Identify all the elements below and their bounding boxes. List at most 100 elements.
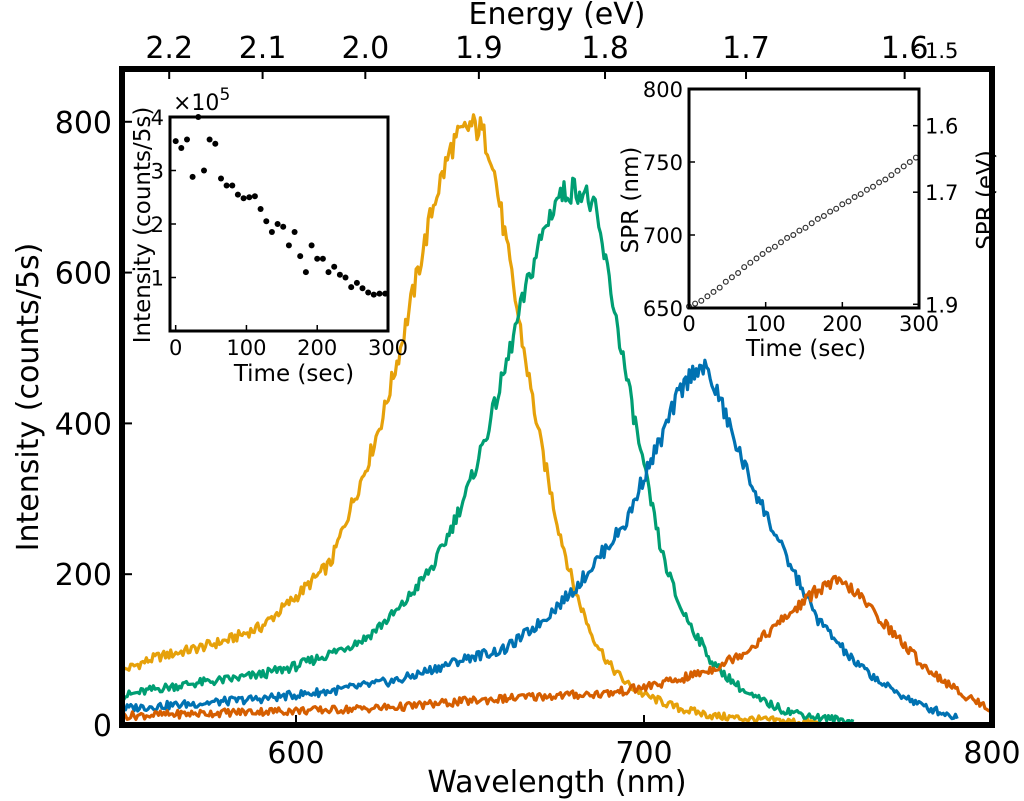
- inset-intensity: 0 100 200 300 1 2 3 4 ×105 Time (sec) Intensity…: [130, 85, 408, 387]
- inset-spr-axes: 0 100 200 300 650 700 750 800 1.5 1.6 1.7 1.9: [643, 39, 959, 336]
- spectrum-line-1: [120, 113, 820, 727]
- intensity-point: [359, 285, 366, 292]
- spr-point: [722, 278, 729, 285]
- inset-spr-frame: [687, 87, 921, 310]
- inset-intensity-x-tick-label: 100: [226, 336, 266, 360]
- intensity-point: [331, 263, 338, 270]
- energy-tick-label: 1.8: [581, 31, 629, 66]
- inset-intensity-x-tick-label: 300: [368, 336, 408, 360]
- top-axis-label: Energy (eV): [469, 0, 646, 32]
- spr-point: [833, 205, 840, 212]
- inset-spr-x-tick-label: 100: [746, 312, 786, 336]
- inset-spr-right-tick-label: 1.7: [925, 181, 958, 205]
- intensity-point: [201, 167, 207, 174]
- intensity-point: [308, 242, 315, 249]
- main-plot-frame: [119, 66, 995, 728]
- inset-intensity-y-tick-label: 1: [151, 267, 164, 291]
- spr-point: [851, 194, 858, 201]
- spr-point: [784, 234, 791, 241]
- inset-intensity-x-tick-label: 0: [169, 336, 182, 360]
- intensity-point: [212, 140, 219, 147]
- inset-spr-x-label: Time (sec): [745, 336, 866, 362]
- spr-point: [704, 293, 711, 300]
- intensity-point: [314, 255, 321, 262]
- intensity-point: [184, 136, 190, 143]
- energy-tick-label: 1.9: [455, 31, 503, 66]
- intensity-point: [240, 195, 247, 202]
- spr-point: [869, 183, 876, 190]
- inset-intensity-x-tick-label: 200: [297, 336, 337, 360]
- spr-point: [728, 274, 735, 281]
- spr-point: [882, 176, 889, 183]
- spr-point: [716, 284, 723, 291]
- inset-spr-y-tick-label: 650: [643, 297, 683, 321]
- inset-intensity-x-label: Time (sec): [233, 361, 354, 387]
- y-tick-label: 800: [55, 106, 112, 141]
- spr-point: [814, 215, 821, 222]
- intensity-point: [353, 279, 360, 286]
- inset-spr-points: [685, 154, 919, 310]
- spr-point: [894, 167, 901, 174]
- inset-intensity-y-label: Intensity (counts/5s): [130, 107, 156, 344]
- intensity-point: [280, 223, 287, 230]
- intensity-point: [274, 221, 281, 227]
- energy-tick-label: 2.0: [341, 31, 389, 66]
- spr-point: [888, 172, 895, 179]
- spr-point: [808, 220, 815, 227]
- energy-tick-label: 2.1: [239, 31, 287, 66]
- intensity-point: [189, 173, 196, 180]
- spr-point: [900, 163, 907, 170]
- inset-spr-x-tick-label: 200: [822, 312, 862, 336]
- spr-point: [777, 239, 784, 246]
- intensity-point: [251, 193, 258, 200]
- inset-spr-right-tick-label: 1.5: [925, 39, 958, 63]
- intensity-point: [342, 274, 349, 281]
- intensity-point: [376, 290, 383, 297]
- energy-tick-label: 1.7: [722, 31, 770, 66]
- inset-spr-y-tick-label: 750: [643, 151, 683, 175]
- spr-point: [857, 191, 864, 198]
- intensity-point: [302, 269, 309, 276]
- intensity-point: [291, 229, 298, 235]
- y-tick-label: 0: [93, 709, 112, 744]
- intensity-point: [370, 291, 377, 298]
- spr-point: [759, 251, 766, 258]
- spectrum-line-4: [120, 574, 994, 721]
- intensity-point: [206, 136, 213, 143]
- intensity-point: [178, 145, 185, 151]
- y-tick-label: 200: [55, 558, 112, 593]
- y-tick-label: 400: [55, 407, 112, 442]
- intensity-point: [268, 229, 275, 235]
- intensity-point: [336, 271, 343, 278]
- x-tick-label: 700: [615, 736, 672, 771]
- inset-intensity-y-tick-label: 3: [151, 160, 164, 184]
- spr-point: [796, 227, 803, 234]
- spr-point: [747, 259, 754, 266]
- intensity-point: [297, 253, 304, 260]
- inset-spr-y-tick-label: 800: [643, 78, 683, 102]
- intensity-point: [348, 284, 355, 291]
- intensity-point: [172, 138, 179, 145]
- spr-point: [741, 264, 748, 271]
- energy-tick-label: 2.2: [145, 31, 193, 66]
- x-tick-label: 800: [963, 736, 1020, 771]
- spr-point: [692, 300, 699, 307]
- intensity-point: [365, 289, 372, 296]
- spr-point: [735, 270, 742, 277]
- inset-spr-y-tick-label: 700: [643, 224, 683, 248]
- spr-point: [710, 288, 717, 295]
- spr-point: [765, 246, 772, 253]
- intensity-point: [229, 182, 236, 189]
- spr-point: [876, 179, 883, 186]
- y-axis-label: Intensity (counts/5s): [11, 243, 46, 552]
- intensity-point: [246, 194, 253, 201]
- spr-point: [698, 297, 705, 304]
- inset-spr-right-y-label: SPR (eV): [973, 150, 999, 250]
- x-tick-label: 600: [267, 736, 324, 771]
- spr-point: [845, 198, 852, 205]
- spr-point: [820, 213, 827, 220]
- x-axis-label: Wavelength (nm): [427, 765, 686, 800]
- inset-intensity-y-tick-label: 4: [151, 106, 164, 130]
- inset-spr-right-tick-label: 1.6: [925, 115, 958, 139]
